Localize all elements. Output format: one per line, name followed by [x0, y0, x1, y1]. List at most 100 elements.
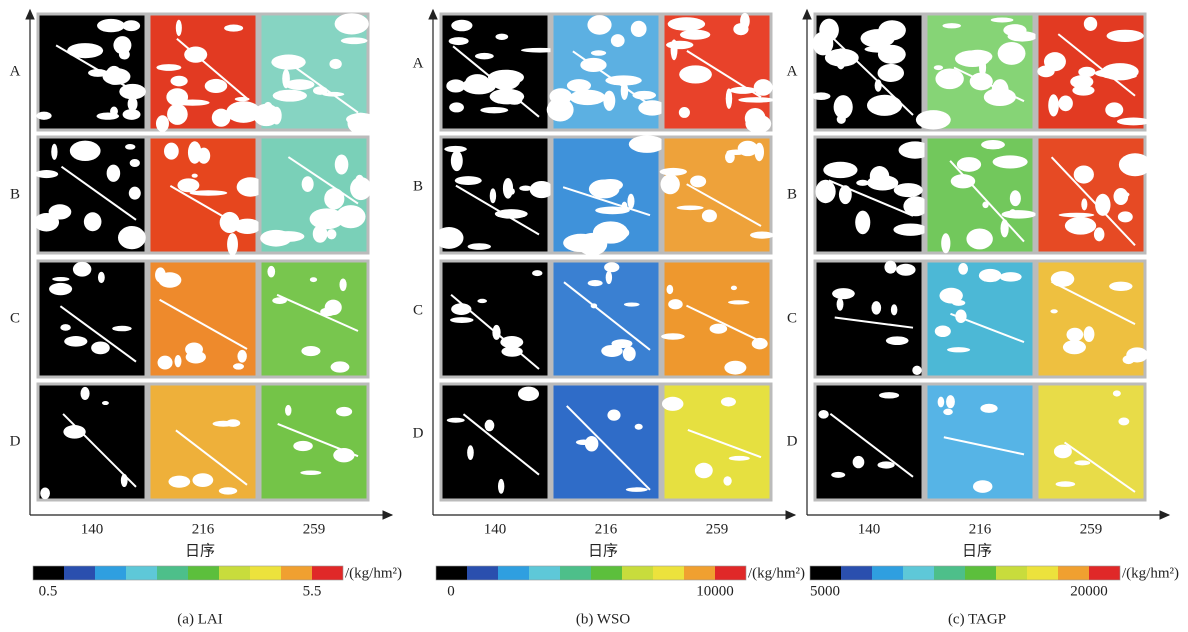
map-gap	[233, 363, 244, 370]
map-gap	[956, 157, 982, 172]
map-gap	[1116, 117, 1151, 126]
map-gap	[1083, 16, 1098, 31]
map-gap	[155, 267, 166, 283]
row-label: D	[10, 433, 21, 449]
colorbar-tick-label: 20000	[1070, 583, 1108, 599]
map-gap	[855, 210, 871, 235]
map-gap	[168, 475, 191, 488]
map-gap	[529, 180, 554, 199]
map-gap	[106, 164, 121, 182]
map-gap	[284, 79, 315, 90]
map-gap	[667, 17, 706, 31]
column-label: 216	[192, 521, 215, 537]
map-gap	[852, 455, 865, 469]
map-gap	[824, 48, 859, 67]
map-gap	[750, 231, 774, 239]
colorbar-segment	[33, 566, 64, 580]
map-gap	[1118, 417, 1130, 426]
row-label: D	[787, 433, 798, 449]
map-gap	[185, 350, 206, 364]
map-gap	[1119, 158, 1133, 165]
map-gap	[947, 347, 971, 353]
map-gap	[272, 231, 305, 242]
map-gap	[226, 101, 261, 123]
map-gap	[733, 23, 749, 36]
map-gap	[1055, 481, 1076, 487]
x-axis-label: 日序	[588, 542, 618, 559]
map-road	[829, 413, 914, 478]
map-gap	[267, 265, 276, 278]
map-gap	[451, 303, 472, 316]
map-gap	[494, 209, 528, 219]
map-gap	[1112, 390, 1121, 397]
map-gap	[1058, 95, 1073, 112]
map-gap	[676, 205, 704, 211]
map-road	[829, 34, 914, 116]
colorbar-segment	[965, 566, 996, 580]
map-road	[566, 405, 651, 491]
map-gap	[605, 75, 642, 86]
map-road	[943, 436, 1025, 456]
colorbar-frame	[435, 565, 747, 581]
map-gap	[623, 302, 640, 307]
colorbar-segment	[188, 566, 219, 580]
map-gap	[958, 263, 969, 275]
map-gap	[164, 142, 179, 160]
map-gap	[335, 205, 366, 229]
map-gap	[811, 92, 831, 100]
map-gap	[501, 346, 523, 357]
row-label: A	[10, 63, 21, 79]
map-gap	[990, 17, 1014, 23]
map-road	[60, 165, 137, 221]
map-gap	[227, 233, 238, 256]
colorbar-frame	[809, 565, 1121, 581]
map-gap	[896, 263, 916, 276]
map-road	[949, 160, 1025, 243]
map-gap	[915, 110, 951, 130]
map-gap	[170, 75, 188, 87]
map-gap	[49, 282, 73, 296]
map-gap	[444, 145, 467, 153]
map-gap	[1105, 102, 1124, 118]
colorbar-unit: /(kg/hm²)	[345, 565, 402, 581]
map-road	[55, 44, 137, 94]
column-label: 140	[81, 521, 104, 537]
map-gap	[1058, 212, 1095, 218]
column-label: 259	[1080, 521, 1103, 537]
map-gap	[701, 209, 717, 223]
map-gap	[720, 397, 736, 407]
map-gap	[963, 49, 993, 64]
map-road	[455, 184, 540, 236]
map-gap	[884, 260, 897, 274]
map-gap	[293, 440, 313, 452]
map-gap	[595, 206, 630, 215]
map-gap	[1074, 460, 1091, 466]
map-gap	[36, 111, 52, 120]
map-gap	[679, 29, 711, 40]
map-gap	[575, 439, 592, 446]
map-gap	[934, 325, 951, 338]
map-gap	[605, 270, 613, 285]
map-road	[950, 312, 1025, 344]
map-gap	[320, 307, 336, 317]
map-gap	[630, 20, 647, 37]
map-gap	[336, 406, 353, 417]
map-gap	[330, 361, 350, 373]
map-road	[175, 429, 248, 486]
map-tile	[439, 382, 551, 502]
map-gap	[604, 262, 620, 273]
map-gap	[1126, 347, 1148, 363]
colorbar-segment	[810, 566, 841, 580]
map-gap	[950, 174, 976, 189]
map-road	[562, 186, 651, 217]
colorbar-segment	[498, 566, 529, 580]
map-gap	[69, 140, 101, 162]
map-gap	[97, 18, 125, 33]
map-gap	[329, 58, 342, 70]
colorbar-segment	[1089, 566, 1120, 580]
map-gap	[1009, 190, 1021, 207]
map-gap	[833, 95, 853, 119]
map-gap	[495, 33, 509, 40]
map-gap	[156, 64, 182, 71]
map-gap	[166, 88, 189, 106]
